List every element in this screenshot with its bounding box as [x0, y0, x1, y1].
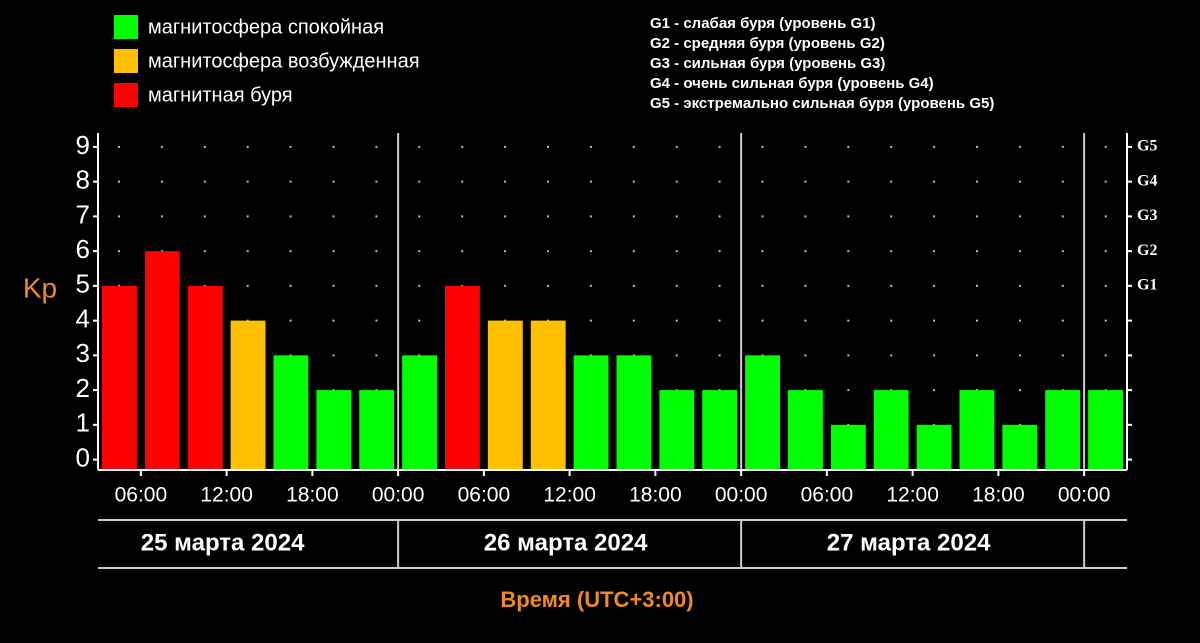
y-tick-label: 4 — [76, 303, 90, 333]
bar — [359, 390, 395, 470]
y-tick-label: 3 — [76, 338, 90, 368]
x-tick-label: 06:00 — [115, 484, 168, 507]
x-tick-label: 18:00 — [286, 484, 339, 507]
bar — [230, 320, 266, 470]
x-tick-label: 00:00 — [372, 484, 425, 507]
y-tick-label: 8 — [76, 165, 90, 195]
x-tick-label: 06:00 — [801, 484, 854, 507]
y2-tick-label: G5 — [1137, 138, 1157, 155]
y-axis-title: Kp — [23, 272, 57, 303]
bar — [316, 390, 352, 470]
bar — [916, 424, 952, 470]
bar — [745, 355, 780, 470]
x-tick-label: 18:00 — [972, 484, 1025, 507]
bar — [102, 285, 137, 470]
bar — [702, 390, 738, 470]
bar — [273, 355, 309, 470]
storm-level-text: G3 - сильная буря (уровень G3) — [650, 55, 885, 72]
storm-level-text: G1 - слабая буря (уровень G1) — [650, 15, 875, 32]
storm-level-text: G4 - очень сильная буря (уровень G4) — [650, 75, 934, 92]
y2-tick-label: G3 — [1137, 207, 1157, 224]
bar — [873, 390, 909, 470]
bar — [830, 424, 866, 470]
bar — [1002, 424, 1038, 470]
legend-label: магнитосфера возбужденная — [148, 50, 420, 72]
y-tick-label: 1 — [76, 408, 90, 438]
bar — [573, 355, 609, 470]
y2-tick-label: G2 — [1137, 242, 1157, 259]
bar — [1088, 390, 1123, 470]
storm-level-text: G5 - экстремально сильная буря (уровень … — [650, 95, 994, 112]
y-tick-label: 2 — [76, 373, 90, 403]
bar — [445, 285, 480, 470]
bar — [1045, 390, 1081, 470]
x-axis-title: Время (UTC+3:00) — [500, 587, 693, 612]
day-label: 26 марта 2024 — [484, 529, 648, 556]
bar — [616, 355, 652, 470]
bar — [144, 251, 180, 470]
y2-tick-label: G1 — [1137, 277, 1157, 294]
legend-label: магнитная буря — [148, 84, 293, 106]
legend-label: магнитосфера спокойная — [148, 16, 384, 38]
y-tick-label: 7 — [76, 199, 90, 229]
x-tick-label: 00:00 — [715, 484, 768, 507]
legend-swatch — [114, 49, 138, 73]
day-label: 27 марта 2024 — [827, 529, 991, 556]
x-tick-label: 06:00 — [458, 484, 511, 507]
bar — [487, 320, 523, 470]
y-tick-label: 0 — [76, 442, 90, 472]
bar — [530, 320, 566, 470]
bar — [402, 355, 437, 470]
y-tick-label: 5 — [76, 269, 90, 299]
x-tick-label: 12:00 — [886, 484, 939, 507]
legend-swatch — [114, 15, 138, 39]
bar — [788, 390, 823, 470]
storm-level-text: G2 - средняя буря (уровень G2) — [650, 35, 885, 52]
y-tick-label: 9 — [76, 130, 90, 160]
bar — [659, 390, 695, 470]
day-label: 25 марта 2024 — [141, 529, 305, 556]
legend-swatch — [114, 83, 138, 107]
x-tick-label: 00:00 — [1058, 484, 1111, 507]
x-tick-label: 12:00 — [200, 484, 253, 507]
x-tick-label: 12:00 — [543, 484, 596, 507]
y-tick-label: 6 — [76, 234, 90, 264]
y2-tick-label: G4 — [1137, 172, 1157, 189]
bar — [959, 390, 995, 470]
x-tick-label: 18:00 — [629, 484, 682, 507]
bar — [187, 285, 223, 470]
